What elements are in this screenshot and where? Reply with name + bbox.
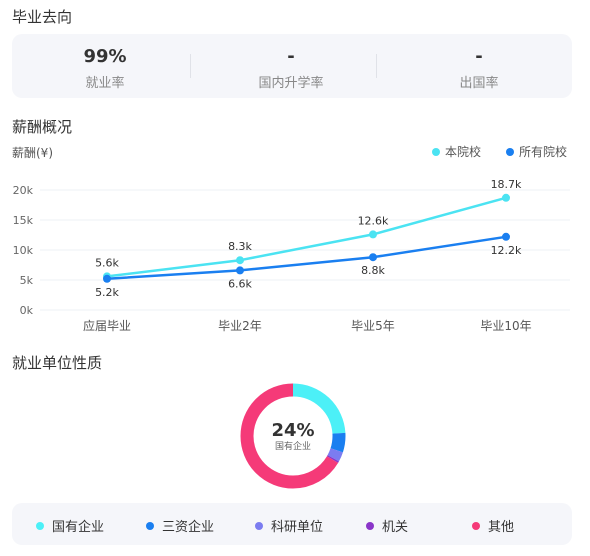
stat-label: 出国率 [459,76,499,91]
legend-dot-icon [146,521,154,530]
donut-slice [240,383,346,489]
legend-dot-icon [36,521,44,530]
legend-label: 所有院校 [519,145,568,159]
legend-label: 本院校 [445,145,482,159]
y-tick-label: 10k [13,244,34,257]
data-point [502,232,510,241]
stat-employment-rate: 99% 就业率 [12,34,198,98]
y-tick-label: 5k [20,274,34,287]
legend-item-state-owned[interactable]: 国有企业 [36,516,104,535]
x-tick-label: 毕业10年 [480,319,531,333]
stat-domestic-study-rate: - 国内升学率 [198,34,384,98]
legend-label: 国有企业 [52,520,105,535]
data-label: 8.3k [228,240,252,253]
section-title-salary: 薪酬概况 [12,118,73,136]
data-point [369,230,377,239]
legend-item-foreign-invested[interactable]: 三资企业 [146,516,214,535]
stat-label: 就业率 [85,76,125,91]
legend-item-other[interactable]: 其他 [472,516,514,535]
data-label: 8.8k [361,264,385,277]
x-tick-label: 毕业2年 [218,319,262,333]
data-label: 6.6k [228,277,252,290]
legend-label: 科研单位 [271,520,324,535]
data-point [369,253,377,262]
legend-label: 三资企业 [162,520,215,535]
employer-type-donut-chart: 24% 国有企业 [240,383,346,489]
section-title-employer-type: 就业单位性质 [12,354,103,372]
x-tick-label: 应届毕业 [83,318,131,333]
salary-line-chart: 0k 5k 10k 15k 20k 应届毕业 毕业2年 毕业5年 毕业10年 5.6k 8.3k 12… [13,178,570,333]
donut-center-label: 国有企业 [275,440,311,452]
legend-item-research[interactable]: 科研单位 [255,516,323,535]
data-label: 5.6k [95,256,119,269]
section-title-destination: 毕业去向 [12,8,73,26]
data-label: 12.2k [491,244,522,257]
data-label: 18.7k [491,178,522,191]
series-line-all-schools [106,235,507,281]
legend-item-government[interactable]: 机关 [366,516,408,535]
divider [376,54,377,78]
legend-label: 机关 [382,520,409,535]
donut-center-value: 24% [271,420,314,441]
employer-type-legend: 国有企业 三资企业 科研单位 机关 其他 [12,503,572,545]
data-point [502,193,510,202]
y-tick-label: 20k [13,184,34,197]
legend-dot-icon [432,147,440,156]
legend-item-all-schools[interactable]: 所有院校 [506,143,567,160]
data-label: 5.2k [95,286,119,299]
x-tick-label: 毕业5年 [351,319,395,333]
legend-dot-icon [366,521,374,530]
donut-slice [240,383,346,489]
legend-item-this-school[interactable]: 本院校 [432,143,481,160]
stat-label: 国内升学率 [258,76,324,91]
donut-slices [240,383,346,489]
data-label: 12.6k [358,214,389,227]
divider [190,54,191,78]
data-point [103,274,111,283]
y-tick-label: 15k [13,214,34,227]
legend-dot-icon [506,147,514,156]
data-point [236,266,244,275]
stat-value: - [475,46,483,67]
y-tick-label: 0k [20,304,34,317]
legend-label: 其他 [488,520,515,535]
data-point [236,256,244,265]
stat-value: 99% [83,46,127,67]
series-line-this-school [106,196,507,278]
legend-dot-icon [255,521,263,530]
destination-stats-card: 99% 就业率 - 国内升学率 - 出国率 [12,34,572,98]
stat-value: - [287,46,295,67]
y-axis-title: 薪酬(¥) [12,146,53,160]
stat-abroad-rate: - 出国率 [386,34,572,98]
legend-dot-icon [472,521,480,530]
